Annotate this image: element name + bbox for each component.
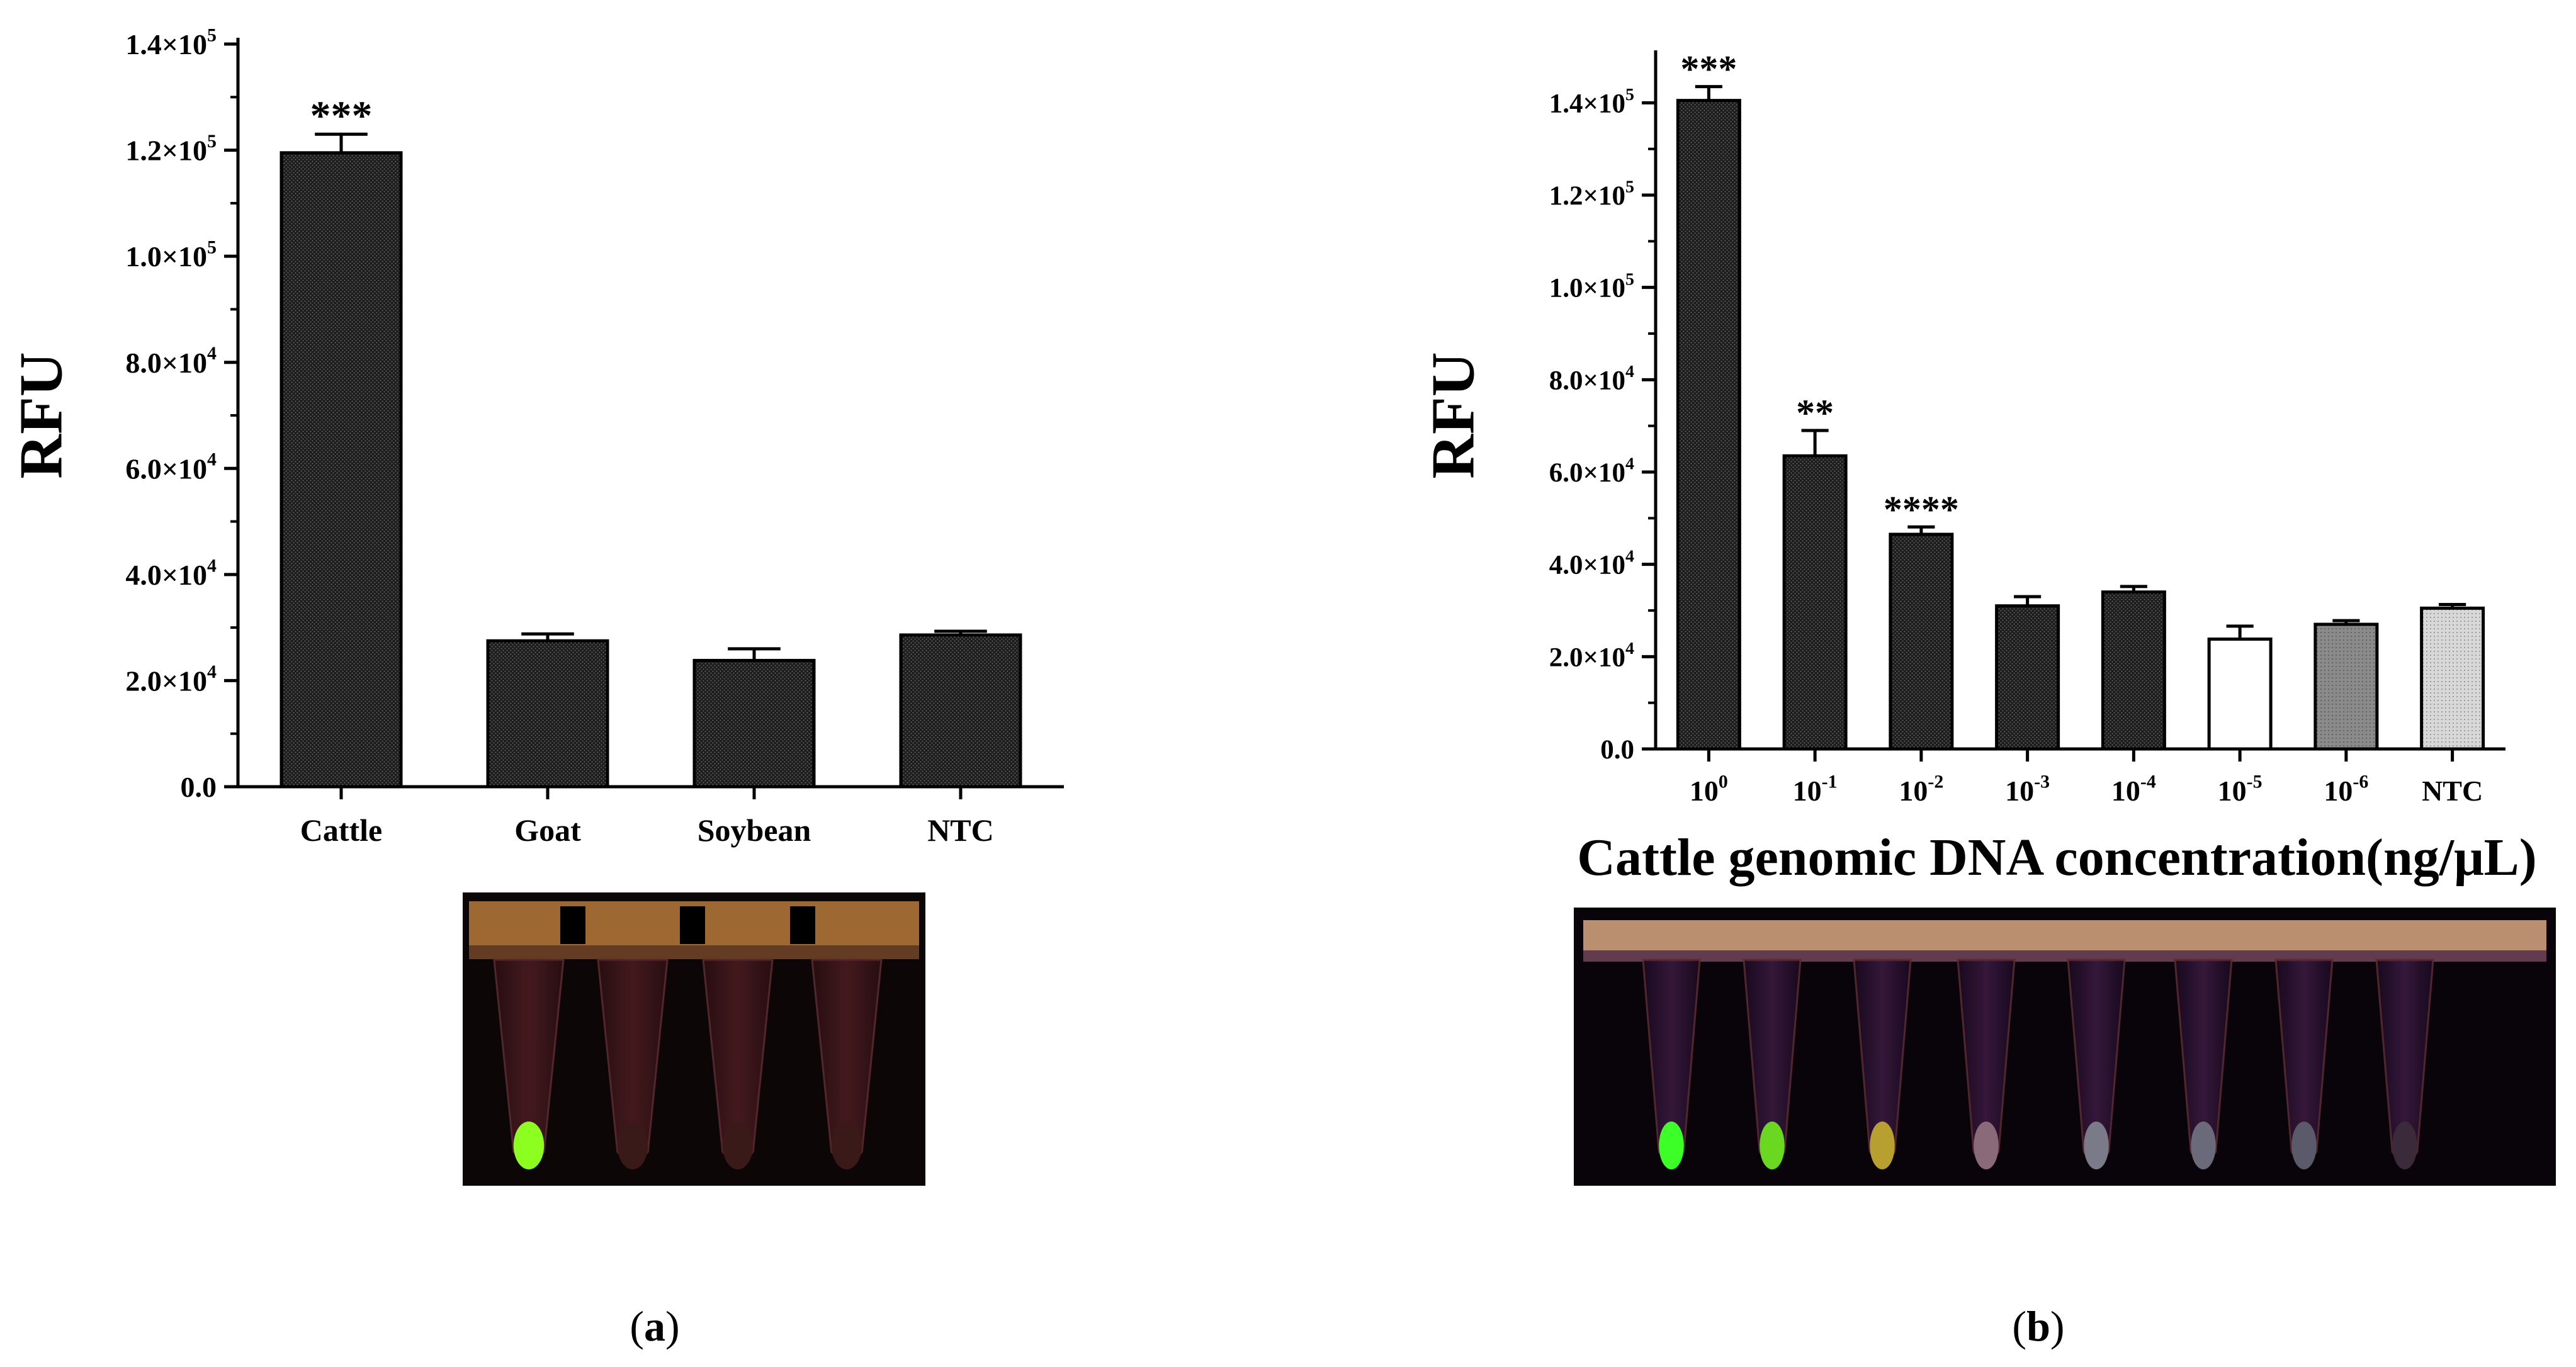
x-tick-label: 10-4 [2111, 771, 2156, 807]
tube-liquid [513, 1122, 545, 1169]
significance-label: *** [310, 93, 373, 138]
y-tick-label: 0.0 [1600, 735, 1634, 765]
significance-label: **** [1884, 488, 1959, 530]
tube-photo-b [1574, 908, 2556, 1186]
panel-label-b-open: ( [2012, 1302, 2026, 1350]
tube-liquid [722, 1122, 754, 1169]
panel-label-a: (a) [630, 1302, 679, 1350]
tube-liquid [617, 1122, 648, 1169]
bar [1889, 532, 1954, 751]
tube-liquid [831, 1122, 862, 1169]
y-tick-label: 1.4×105 [125, 25, 217, 60]
bar [692, 658, 816, 789]
y-tick-label: 4.0×104 [1549, 546, 1634, 580]
y-tick-label: 6.0×104 [125, 449, 217, 485]
panel-label-a-letter: a [644, 1302, 665, 1350]
chart-a: 0.0 2.0×104 4.0×104 6.0×104 8.0×104 1.0×105 1.… [7, 25, 1064, 848]
y-tick-label: 1.2×105 [125, 131, 217, 167]
x-tick-label: 10-6 [2324, 771, 2368, 807]
x-tick-label: 10-5 [2218, 771, 2262, 807]
tube-liquid [1870, 1122, 1895, 1169]
bar [1995, 604, 2060, 751]
bar [899, 633, 1022, 789]
panel-label-a-open: ( [630, 1302, 644, 1350]
tube-liquid [2191, 1122, 2216, 1169]
x-tick-label: 100 [1690, 771, 1728, 807]
svg-text:(b): (b) [2012, 1302, 2064, 1350]
bar [280, 151, 403, 789]
y-tick-label: 1.4×105 [1549, 85, 1634, 118]
tube-photo-a [463, 892, 925, 1186]
bar [2101, 590, 2166, 751]
chart-b: 0.0 2.0×104 4.0×104 6.0×104 8.0×104 1.0×105 1.… [1419, 48, 2536, 887]
tube-liquid [2291, 1122, 2317, 1169]
bar [1782, 454, 1848, 751]
bar [486, 639, 609, 789]
x-tick-label: 10-2 [1899, 771, 1943, 807]
significance-label: *** [1680, 48, 1737, 90]
x-tick-label: NTC [927, 813, 994, 848]
bar [2420, 606, 2485, 751]
y-tick-label: 1.2×105 [1549, 177, 1634, 211]
x-tick-label: 10-3 [2005, 771, 2050, 807]
tube-liquid [2084, 1122, 2109, 1169]
x-tick-label: Soybean [698, 813, 811, 848]
x-tick-label: NTC [2422, 775, 2483, 807]
y-tick-label: 8.0×104 [1549, 362, 1634, 395]
y-axis-title: RFU [1419, 352, 1487, 478]
tube-liquid [1974, 1122, 1999, 1169]
x-tick-label: Cattle [300, 813, 383, 848]
y-tick-label: 1.0×105 [1549, 269, 1634, 303]
y-axis-title: RFU [7, 352, 75, 478]
panel-label-b-close: ) [2050, 1302, 2065, 1350]
tube-liquid [1659, 1122, 1684, 1169]
bar [1676, 99, 1741, 751]
panel-label-a-close: ) [665, 1302, 680, 1350]
panel-label-b: (b) [2012, 1302, 2064, 1350]
significance-label: ** [1796, 392, 1834, 434]
y-tick-label: 8.0×104 [125, 343, 217, 379]
x-tick-label: 10-1 [1793, 771, 1838, 807]
y-tick-label: 6.0×104 [1549, 454, 1634, 488]
y-tick-label: 1.0×105 [125, 237, 217, 273]
y-tick-label: 0.0 [181, 771, 217, 803]
panel-label-b-letter: b [2026, 1302, 2050, 1350]
svg-text:(a): (a) [630, 1302, 679, 1350]
x-axis-title: Cattle genomic DNA concentration(ng/μL) [1577, 828, 2536, 887]
y-tick-label: 2.0×104 [125, 661, 217, 697]
tube-liquid [2392, 1122, 2417, 1169]
bar [2313, 622, 2379, 751]
tube-liquid [1760, 1122, 1785, 1169]
bar [2207, 637, 2273, 751]
y-tick-label: 2.0×104 [1549, 639, 1634, 672]
x-tick-label: Goat [514, 813, 581, 848]
y-tick-label: 4.0×104 [125, 555, 217, 591]
